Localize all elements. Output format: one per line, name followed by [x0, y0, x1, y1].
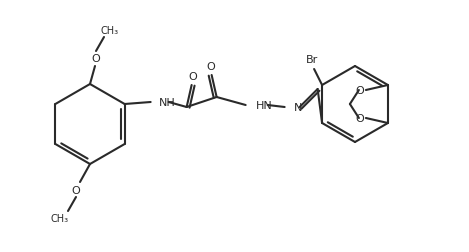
Text: O: O	[356, 86, 364, 96]
Text: NH: NH	[159, 98, 175, 108]
Text: N: N	[294, 103, 302, 113]
Text: O: O	[356, 114, 364, 123]
Text: O: O	[206, 62, 215, 72]
Text: CH₃: CH₃	[101, 26, 119, 36]
Text: Br: Br	[306, 55, 318, 65]
Text: O: O	[91, 54, 100, 64]
Text: O: O	[72, 185, 80, 195]
Text: O: O	[188, 72, 197, 82]
Text: HN: HN	[256, 101, 272, 111]
Text: CH₃: CH₃	[51, 213, 69, 223]
